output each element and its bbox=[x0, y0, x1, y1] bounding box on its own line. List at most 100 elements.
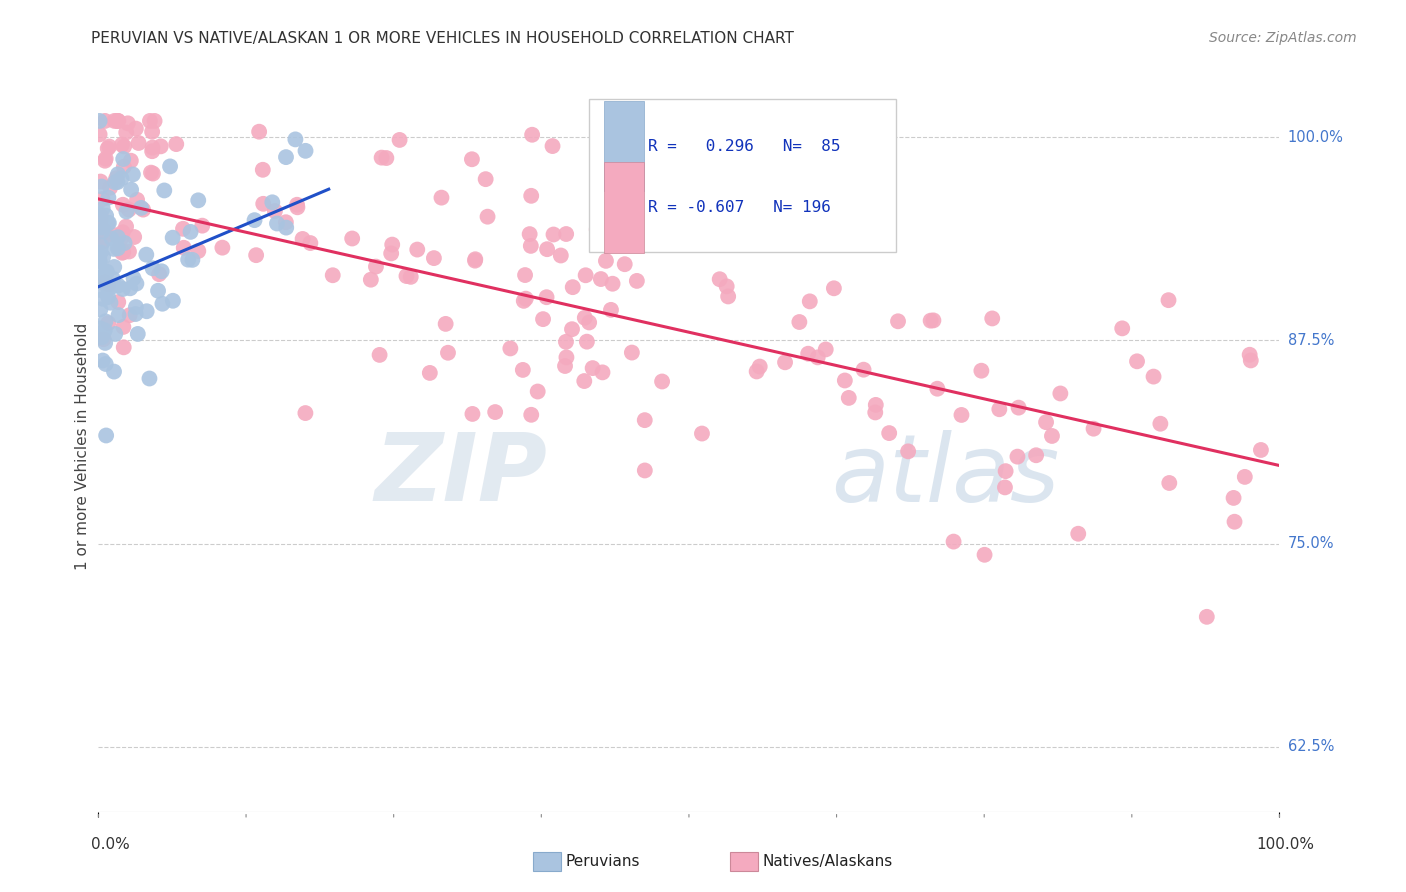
Point bbox=[887, 314, 910, 328]
Point bbox=[172, 222, 194, 236]
Point bbox=[187, 194, 209, 208]
Point bbox=[981, 311, 1004, 326]
Point bbox=[148, 267, 170, 281]
Point bbox=[717, 289, 740, 303]
Point bbox=[380, 246, 402, 260]
Point bbox=[139, 114, 162, 128]
Point bbox=[96, 266, 118, 280]
Point bbox=[543, 227, 565, 242]
Point bbox=[94, 357, 117, 371]
Point bbox=[112, 139, 135, 153]
Point bbox=[107, 114, 129, 128]
Point bbox=[285, 198, 308, 212]
Point bbox=[950, 408, 973, 422]
Point bbox=[823, 281, 845, 295]
Text: 87.5%: 87.5% bbox=[1288, 333, 1334, 348]
Point bbox=[585, 222, 607, 236]
Point bbox=[434, 317, 457, 331]
Point bbox=[578, 315, 600, 329]
Point bbox=[107, 114, 129, 128]
Text: PERUVIAN VS NATIVE/ALASKAN 1 OR MORE VEHICLES IN HOUSEHOLD CORRELATION CHART: PERUVIAN VS NATIVE/ALASKAN 1 OR MORE VEH… bbox=[91, 31, 794, 46]
Point bbox=[143, 114, 166, 128]
Point bbox=[181, 252, 204, 267]
Text: R =   0.296   N=  85: R = 0.296 N= 85 bbox=[648, 138, 841, 153]
Point bbox=[122, 230, 145, 244]
Point bbox=[107, 167, 129, 181]
Point bbox=[541, 139, 564, 153]
Point bbox=[589, 272, 612, 286]
Y-axis label: 1 or more Vehicles in Household: 1 or more Vehicles in Household bbox=[75, 322, 90, 570]
Point bbox=[690, 426, 713, 441]
Point bbox=[152, 297, 174, 311]
Point bbox=[91, 327, 114, 342]
Point bbox=[852, 362, 875, 376]
Point bbox=[520, 128, 543, 142]
Text: 0.0%: 0.0% bbox=[91, 837, 131, 852]
Point bbox=[865, 398, 887, 412]
Point bbox=[716, 279, 738, 293]
Point bbox=[693, 237, 716, 252]
Point bbox=[90, 220, 112, 235]
Point bbox=[927, 382, 949, 396]
Text: 75.0%: 75.0% bbox=[1288, 536, 1334, 551]
Point bbox=[789, 315, 811, 329]
Point bbox=[90, 179, 112, 194]
FancyBboxPatch shape bbox=[605, 162, 644, 253]
Point bbox=[141, 125, 163, 139]
Point bbox=[146, 284, 169, 298]
Point bbox=[139, 166, 162, 180]
Point bbox=[94, 335, 117, 350]
Point bbox=[600, 302, 623, 317]
Point bbox=[526, 384, 548, 399]
Point bbox=[120, 183, 142, 197]
Point bbox=[127, 326, 149, 341]
Point bbox=[634, 413, 657, 427]
Point bbox=[107, 175, 129, 189]
Point bbox=[1239, 348, 1261, 362]
Point bbox=[112, 319, 135, 334]
Point bbox=[520, 239, 543, 253]
Point bbox=[1240, 353, 1263, 368]
Point bbox=[555, 334, 578, 349]
Point bbox=[141, 140, 163, 154]
Point bbox=[101, 272, 124, 286]
Text: 62.5%: 62.5% bbox=[1288, 739, 1334, 755]
Point bbox=[177, 252, 200, 267]
Point bbox=[103, 114, 125, 128]
Point bbox=[994, 464, 1017, 478]
Point bbox=[1126, 354, 1149, 368]
Point bbox=[162, 293, 184, 308]
Point bbox=[651, 375, 673, 389]
Point bbox=[94, 277, 117, 292]
Point bbox=[1233, 470, 1256, 484]
Point bbox=[245, 248, 267, 262]
Point bbox=[107, 278, 129, 293]
Point bbox=[94, 152, 117, 166]
Point bbox=[97, 216, 120, 230]
Point bbox=[90, 238, 112, 252]
Point bbox=[582, 361, 605, 376]
Point bbox=[1195, 610, 1218, 624]
Point bbox=[477, 210, 499, 224]
Point bbox=[89, 283, 111, 297]
Point bbox=[515, 292, 537, 306]
Text: ZIP: ZIP bbox=[374, 429, 547, 521]
Point bbox=[89, 302, 111, 317]
Point bbox=[90, 209, 112, 223]
Point bbox=[1223, 515, 1246, 529]
Point bbox=[162, 230, 184, 244]
Point bbox=[1025, 448, 1047, 462]
Point bbox=[252, 196, 274, 211]
Point bbox=[262, 195, 284, 210]
Point bbox=[1083, 422, 1105, 436]
Point bbox=[555, 351, 578, 365]
Point bbox=[464, 253, 486, 268]
Point bbox=[797, 347, 820, 361]
Point bbox=[122, 168, 145, 182]
Point bbox=[180, 225, 202, 239]
Point bbox=[94, 114, 117, 128]
Point bbox=[124, 307, 146, 321]
Point bbox=[423, 251, 446, 265]
Point bbox=[89, 175, 111, 189]
Point bbox=[128, 136, 150, 150]
